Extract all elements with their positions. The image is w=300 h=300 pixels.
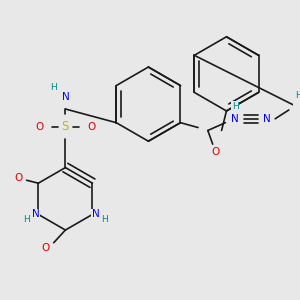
Text: H: H (232, 102, 238, 111)
Text: O: O (15, 173, 23, 183)
Text: H: H (50, 83, 57, 92)
Text: N: N (92, 209, 99, 219)
Text: H: H (101, 215, 107, 224)
Text: N: N (231, 114, 239, 124)
Text: O: O (35, 122, 43, 132)
Text: O: O (212, 147, 220, 157)
Text: N: N (61, 92, 69, 102)
Text: O: O (42, 243, 50, 253)
Text: N: N (262, 114, 270, 124)
Text: S: S (62, 120, 69, 133)
Text: N: N (32, 209, 39, 219)
Text: H: H (23, 215, 30, 224)
Text: O: O (88, 122, 96, 132)
Text: H: H (295, 91, 300, 100)
